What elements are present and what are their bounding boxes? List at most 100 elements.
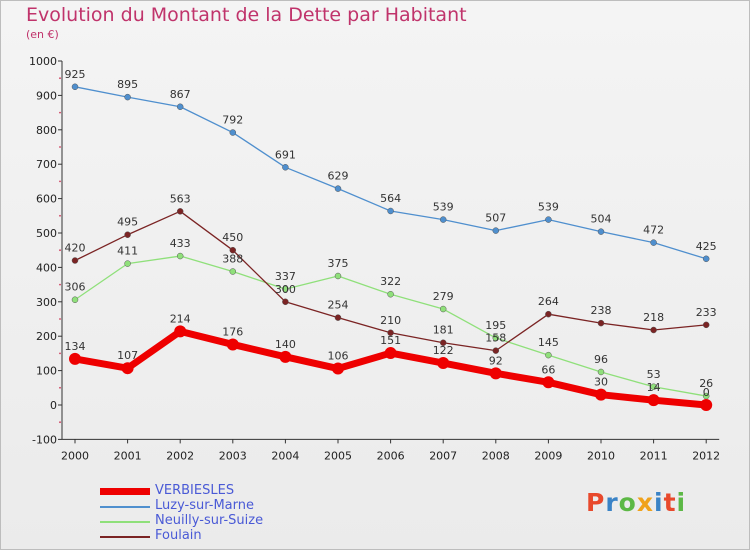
axes: -100010020030040050060070080090010002000… [29, 55, 720, 462]
y-tick-label: 500 [36, 227, 57, 240]
data-label: 450 [222, 231, 243, 244]
data-label: 0 [703, 386, 710, 399]
data-label: 134 [65, 340, 86, 353]
data-point [542, 376, 555, 389]
data-label: 691 [275, 148, 296, 161]
x-tick-label: 2003 [219, 449, 247, 462]
x-tick-label: 2006 [377, 449, 405, 462]
data-label: 420 [65, 242, 86, 255]
data-label: 218 [643, 311, 664, 324]
x-tick-label: 2011 [640, 449, 668, 462]
series-line-luzy-sur-marne [74, 86, 707, 260]
data-point [702, 255, 710, 263]
y-tick-label: 100 [36, 365, 57, 378]
data-point [597, 319, 605, 327]
minor-tick [59, 146, 61, 148]
minor-tick [59, 386, 61, 389]
y-tick-label: 300 [36, 296, 57, 309]
legend-swatch [100, 506, 150, 508]
data-label: 388 [222, 253, 243, 266]
chart-subtitle: (en €) [26, 28, 59, 41]
y-tick-label: 200 [36, 330, 57, 343]
data-label: 564 [380, 192, 401, 205]
data-label: 151 [380, 334, 401, 347]
data-label: 14 [647, 381, 661, 394]
data-label: 30 [594, 376, 608, 389]
data-point [492, 334, 500, 342]
x-tick-label: 2007 [429, 449, 457, 462]
data-point [439, 339, 447, 346]
data-label: 433 [170, 237, 191, 250]
data-point [492, 347, 500, 354]
brand-letter: r [605, 488, 619, 517]
data-label: 472 [643, 224, 664, 237]
data-label: 563 [170, 192, 191, 205]
data-label: 306 [65, 281, 86, 294]
data-point [702, 321, 710, 329]
x-tick-label: 2008 [482, 449, 510, 462]
minor-tick [59, 77, 61, 80]
legend-label: Luzy-sur-Marne [155, 498, 254, 513]
data-point [124, 260, 131, 267]
x-tick-label: 2000 [61, 449, 89, 462]
data-label: 504 [591, 213, 612, 226]
data-label: 337 [275, 270, 296, 283]
series-lines [69, 83, 713, 411]
data-label: 181 [433, 324, 454, 337]
data-point [387, 290, 394, 298]
data-label: 140 [275, 338, 296, 351]
minor-tick [59, 214, 61, 217]
brand-letter: o [618, 488, 637, 517]
data-point [176, 252, 184, 260]
y-tick-label: 600 [36, 193, 57, 206]
data-label: 106 [328, 350, 349, 363]
minor-tick [59, 249, 61, 252]
x-tick-label: 2010 [587, 449, 615, 462]
data-label: 300 [275, 283, 296, 296]
minor-tick [59, 421, 61, 424]
data-point [282, 164, 289, 171]
data-point [71, 83, 79, 91]
data-point [174, 325, 187, 338]
data-point [121, 362, 134, 375]
minor-tick [59, 318, 61, 320]
data-label: 279 [433, 290, 454, 303]
minor-tick [59, 283, 61, 286]
brand-letter: t [663, 488, 677, 517]
y-tick-label: 700 [36, 158, 57, 171]
data-point [650, 383, 657, 391]
legend-label: Neuilly-sur-Suize [155, 513, 264, 528]
data-point [282, 285, 289, 293]
data-point [545, 310, 552, 318]
data-label: 411 [117, 245, 138, 258]
data-label: 210 [380, 314, 401, 327]
y-tick-label: 900 [36, 89, 57, 102]
data-point [226, 338, 239, 351]
x-tick-label: 2002 [166, 449, 194, 462]
data-point [229, 129, 237, 136]
data-label: 925 [65, 68, 86, 81]
x-tick-label: 2001 [114, 449, 142, 462]
data-label: 238 [591, 304, 612, 317]
x-tick-label: 2009 [534, 449, 562, 462]
data-point [384, 347, 397, 360]
data-label: 145 [538, 336, 559, 349]
data-label: 792 [222, 114, 243, 127]
data-label: 176 [222, 325, 243, 338]
data-point [176, 103, 184, 111]
x-tick-label: 2004 [271, 449, 299, 462]
brand-letter: i [654, 488, 664, 517]
data-label: 539 [433, 201, 454, 214]
brand-letter: P [586, 488, 606, 517]
y-tick-label: 400 [36, 261, 57, 274]
data-point [439, 216, 447, 223]
y-tick-label: -100 [32, 433, 57, 446]
data-point [545, 351, 552, 359]
data-point [492, 227, 500, 234]
data-label: 66 [541, 363, 555, 376]
data-point [387, 329, 394, 337]
legend-swatch [100, 536, 150, 538]
